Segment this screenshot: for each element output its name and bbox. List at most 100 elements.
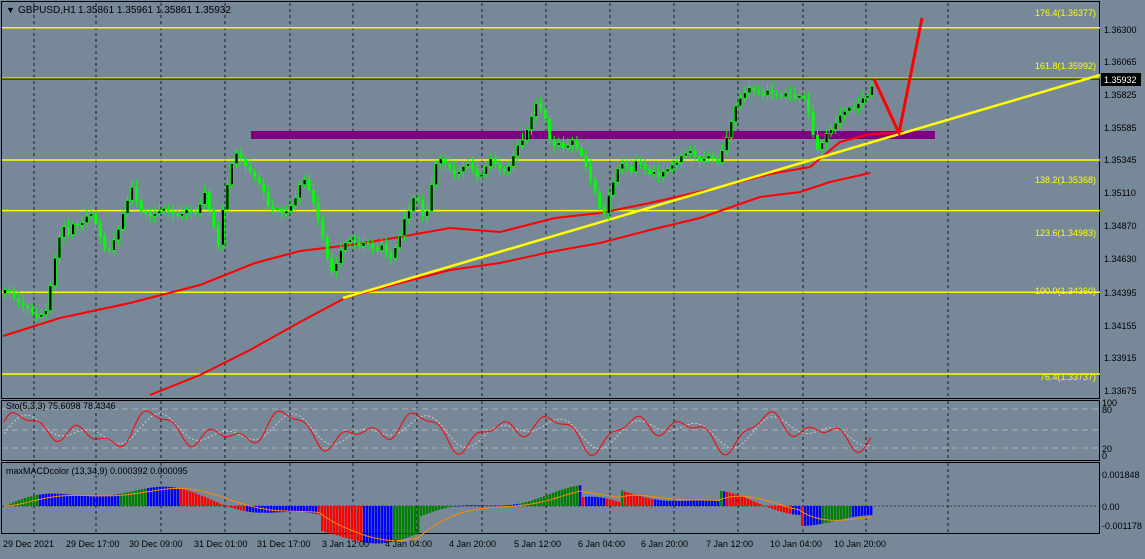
candle-body [17,297,21,303]
candle-body [806,98,810,112]
macd-histogram-bar [633,494,636,506]
macd-histogram-bar [435,506,438,511]
macd-histogram-bar [660,500,663,506]
macd-histogram-bar [246,506,249,512]
macd-histogram-bar [57,493,60,506]
candle-body [125,200,130,214]
candle-body [220,209,225,246]
macd-histogram-bar [828,506,831,523]
candle-body [438,158,443,165]
candle-body [194,212,198,214]
macd-histogram-bar [753,501,756,506]
time-label: 5 Jan 12:00 [514,539,561,549]
time-label: 29 Dec 17:00 [66,539,120,549]
macd-histogram-bar [585,496,588,506]
macd-histogram-bar [669,500,672,506]
macd-histogram-bar [237,506,240,510]
macd-histogram-bar [813,506,816,526]
candle-body [724,137,729,152]
candle-body [212,209,216,227]
stoch-signal-line [3,412,872,449]
candle-body [670,164,675,170]
macd-histogram-bar [804,506,807,526]
macd-histogram-bar [504,505,507,506]
candle-body [838,114,843,124]
candle-body [520,139,525,146]
macd-histogram-bar [627,492,630,506]
candle-body [421,200,425,217]
macd-histogram-bar [762,505,765,506]
candle-body [516,144,520,157]
macd-histogram-bar [528,501,531,506]
macd-histogram-bar [177,488,180,506]
candle-body [856,102,861,110]
candle-body [271,205,275,210]
macd-histogram-bar [468,505,471,506]
macd-label: maxMACDcolor (13,34,9) 0.000392 0.000095 [6,466,188,476]
macd-histogram-bar [822,506,825,524]
macd-histogram-bar [522,502,525,506]
macd-scale-bottom: -0.001178 [1102,521,1142,531]
candle-body [371,243,375,248]
macd-histogram-bar [444,506,447,509]
macd-histogram-bar [117,494,120,506]
macd-histogram-bar [465,505,468,506]
candle-body [552,140,556,146]
price-tick: 1.35585 [1104,123,1137,133]
macd-histogram-bar [405,506,408,538]
macd-histogram-bar [438,506,441,510]
macd-histogram-bar [198,494,201,506]
candle-body [820,142,824,150]
macd-histogram-bar [243,506,246,512]
macd-histogram-bar [201,495,204,506]
macd-histogram-bar [432,506,435,512]
candle-body [293,197,298,207]
macd-histogram-bar [192,492,195,506]
macd-histogram-bar [60,493,63,506]
macd-histogram-bar [561,489,564,506]
macd-histogram-bar [297,506,300,512]
candle-body [26,305,30,309]
candle-body [257,176,261,184]
macd-histogram-bar [825,506,828,523]
candle-body [121,213,125,230]
candle-body [234,152,239,165]
macd-histogram-bar [300,506,303,513]
macd-histogram-bar [852,506,855,517]
candle-body [152,213,157,217]
candle-body [366,242,370,244]
candle-body [643,163,647,169]
candle-body [683,152,688,157]
candle-body [720,150,725,163]
macd-histogram-bar [771,506,774,509]
candle-body [620,163,625,170]
macd-histogram-bar [462,505,465,507]
candle-body [534,102,538,117]
macd-histogram-bar [270,506,273,513]
candle-body [816,134,820,150]
macd-histogram-bar [645,497,648,506]
macd-histogram-bar [42,494,45,506]
fib-label: 138.2(1.35368) [1035,175,1096,185]
macd-histogram-bar [225,505,228,507]
candle-body [452,168,456,175]
macd-histogram-bar [456,506,459,507]
candle-body [202,192,207,205]
macd-histogram-bar [483,505,486,506]
candle-body [698,155,702,162]
price-tick: 1.34395 [1104,288,1137,298]
macd-histogram-bar [612,500,615,506]
symbol-dropdown-icon[interactable]: ▼ [6,5,15,15]
stoch-scale-80: 80 [1102,405,1112,415]
candle-body [747,87,752,94]
candle-body [289,205,293,212]
candle-body [788,92,792,95]
moving-average-slow [149,172,871,396]
macd-histogram-bar [75,495,78,506]
candle-body [284,210,289,214]
candle-body [602,208,606,214]
candle-body [416,197,420,201]
macd-histogram-bar [870,506,873,516]
macd-histogram-bar [705,500,708,506]
candle-body [702,158,706,162]
